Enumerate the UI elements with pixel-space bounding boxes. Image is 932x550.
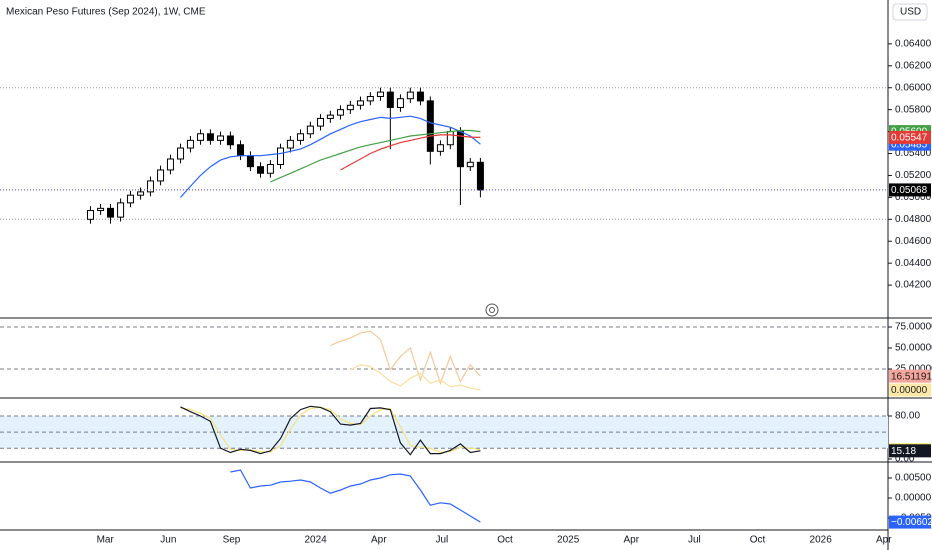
price-label-box — [889, 444, 931, 458]
y-tick-label: 0.04400 — [895, 258, 932, 269]
price-label: 16.51191 — [891, 371, 932, 382]
y-tick-label: 0.00500 — [895, 473, 932, 484]
candle-body — [226, 135, 234, 146]
price-label-box — [889, 183, 931, 197]
y-tick-label: 0.06200 — [895, 60, 932, 71]
candle-body — [177, 147, 185, 160]
x-tick-label: Oct — [750, 535, 766, 546]
indicator-line — [340, 134, 481, 171]
y-tick-label: 50.00000 — [895, 343, 932, 354]
candle-body — [257, 166, 265, 174]
candle-body — [356, 100, 364, 106]
price-label: 0.05068 — [891, 185, 928, 196]
candle-body — [396, 98, 404, 108]
candle-body — [86, 210, 94, 220]
candle-body — [146, 180, 154, 193]
indicator-line — [180, 405, 481, 456]
candle-body — [386, 91, 394, 108]
candle-body — [416, 91, 424, 102]
y-tick-label: 0.05800 — [895, 104, 932, 115]
candle-body — [197, 133, 205, 141]
candle-body — [206, 133, 214, 141]
price-label: 0.05485 — [891, 139, 928, 150]
y-tick-label: 0.04800 — [895, 214, 932, 225]
x-tick-label: 2026 — [810, 535, 833, 546]
candle-body — [316, 117, 324, 127]
price-label: 0.00000 — [891, 385, 928, 396]
y-tick-label: 0.00000 — [895, 493, 932, 504]
candle-body — [366, 95, 374, 102]
candle-body — [246, 155, 254, 168]
candle-body — [336, 109, 344, 116]
price-label: 15.18 — [891, 446, 916, 457]
x-tick-label: Jun — [160, 535, 176, 546]
price-label-box — [889, 515, 931, 529]
price-label: −0.00602 — [891, 517, 932, 528]
candle-body — [456, 131, 464, 168]
candle-body — [237, 144, 245, 157]
candle-body — [466, 161, 474, 168]
y-tick-label: 0.05200 — [895, 170, 932, 181]
y-tick-label: 0.00 — [895, 454, 915, 465]
y-tick-label: 75.00000 — [895, 322, 932, 333]
x-tick-label: Sep — [223, 535, 241, 546]
indicator-line — [180, 406, 481, 454]
candle-body — [117, 202, 125, 218]
y-tick-label: 0.04600 — [895, 236, 932, 247]
candle-body — [296, 133, 304, 141]
candle-body — [306, 125, 314, 135]
candle-body — [326, 114, 334, 119]
candle-body — [286, 139, 294, 149]
candle-body — [157, 169, 165, 182]
y-tick-label: 25.00000 — [895, 364, 932, 375]
candle-body — [406, 91, 414, 100]
candle-body — [126, 194, 134, 204]
candle-body — [137, 191, 145, 196]
indicator-line — [230, 469, 481, 523]
currency-button[interactable] — [892, 3, 928, 21]
candle-body — [266, 163, 274, 174]
y-tick-label: 0.04200 — [895, 280, 932, 291]
candle-body — [186, 139, 194, 149]
x-tick-label: Mar — [97, 535, 115, 546]
candle-body — [166, 158, 174, 171]
x-tick-label: Jul — [435, 535, 448, 546]
events-icon[interactable] — [485, 303, 499, 317]
candle-body — [346, 104, 354, 111]
candle-body — [476, 161, 484, 191]
candle-body — [106, 207, 114, 218]
x-tick-label: 2024 — [305, 535, 328, 546]
candle-body — [446, 131, 454, 146]
candle-body — [217, 135, 225, 141]
y-tick-label: 0.05400 — [895, 148, 932, 159]
candle-body — [426, 100, 434, 152]
x-tick-label: Apr — [876, 535, 892, 546]
price-label-box — [889, 130, 931, 144]
indicator-line — [270, 129, 481, 183]
y-tick-label: 80.00 — [895, 411, 920, 422]
candle-body — [376, 91, 384, 97]
chart-title: Mexican Peso Futures (Sep 2024), 1W, CME — [6, 7, 206, 18]
indicator-line — [180, 115, 481, 198]
indicator-line — [350, 364, 481, 391]
y-tick-label: 0.06400 — [895, 39, 932, 50]
indicator-line — [330, 330, 481, 386]
price-label-box — [889, 369, 931, 383]
candle-body — [276, 147, 284, 165]
price-label: 0.05547 — [891, 133, 928, 144]
x-tick-label: Apr — [623, 535, 639, 546]
currency-label[interactable]: USD — [900, 7, 921, 18]
x-tick-label: Apr — [371, 535, 387, 546]
candle-body — [436, 144, 444, 152]
price-label-box — [889, 383, 931, 397]
y-tick-label: 0.06000 — [895, 82, 932, 93]
candle-body — [97, 207, 105, 212]
y-tick-label: 0.05000 — [895, 192, 932, 203]
x-tick-label: Jul — [688, 535, 701, 546]
x-tick-label: Oct — [497, 535, 513, 546]
x-tick-label: 2025 — [557, 535, 580, 546]
